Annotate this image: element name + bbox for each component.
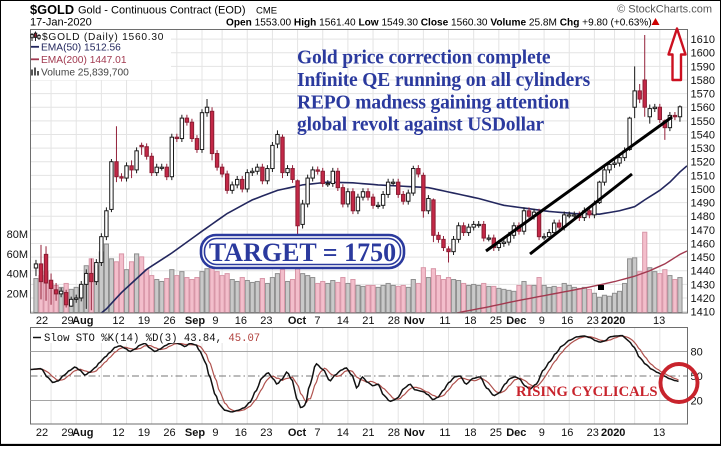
svg-text:TARGET = 1750: TARGET = 1750 <box>209 238 396 267</box>
svg-text:29: 29 <box>61 427 73 439</box>
svg-text:9: 9 <box>539 427 545 439</box>
svg-text:7: 7 <box>314 315 320 327</box>
svg-text:60M: 60M <box>7 249 28 261</box>
svg-text:1550: 1550 <box>691 116 715 128</box>
svg-text:14: 14 <box>337 315 349 327</box>
svg-text:1460: 1460 <box>691 238 715 250</box>
svg-text:40M: 40M <box>7 269 28 281</box>
svg-text:Open 1553.00 High 1561.40 Low: Open 1553.00 High 1561.40 Low 1549.30 Cl… <box>226 18 652 29</box>
svg-text:1490: 1490 <box>691 198 715 210</box>
svg-text:Oct: Oct <box>288 315 307 327</box>
svg-text:Aug: Aug <box>72 315 93 327</box>
svg-text:28: 28 <box>388 315 400 327</box>
svg-text:7: 7 <box>314 427 320 439</box>
svg-text:Dec: Dec <box>506 315 526 327</box>
svg-text:EMA(50) 1512.56: EMA(50) 1512.56 <box>41 43 121 54</box>
svg-text:1530: 1530 <box>691 143 715 155</box>
svg-text:19: 19 <box>138 315 150 327</box>
svg-text:80M: 80M <box>7 229 28 241</box>
svg-text:9: 9 <box>539 315 545 327</box>
svg-text:13: 13 <box>653 427 665 439</box>
svg-text:14: 14 <box>337 427 349 439</box>
svg-text:80: 80 <box>691 347 703 359</box>
svg-text:23: 23 <box>587 427 599 439</box>
svg-text:13: 13 <box>653 315 665 327</box>
svg-text:1440: 1440 <box>691 266 715 278</box>
svg-text:1500: 1500 <box>691 184 715 196</box>
svg-text:1480: 1480 <box>691 211 715 223</box>
svg-text:23: 23 <box>587 315 599 327</box>
svg-text:Nov: Nov <box>404 315 426 327</box>
svg-text:16: 16 <box>235 315 247 327</box>
svg-text:1430: 1430 <box>691 279 715 291</box>
svg-text:16: 16 <box>561 427 573 439</box>
svg-text:11: 11 <box>439 427 450 439</box>
svg-text:21: 21 <box>362 427 374 439</box>
svg-text:1510: 1510 <box>691 170 715 182</box>
svg-text:Gold price correction complete: Gold price correction complete <box>297 48 551 69</box>
svg-text:16: 16 <box>561 315 573 327</box>
svg-text:Gold - Continuous Contract (EO: Gold - Continuous Contract (EOD) <box>78 5 246 17</box>
svg-text:$GOLD: $GOLD <box>30 2 74 17</box>
svg-text:$GOLD (Daily) 1560.30: $GOLD (Daily) 1560.30 <box>42 32 164 43</box>
svg-text:25: 25 <box>490 427 502 439</box>
svg-text:12: 12 <box>112 315 124 327</box>
svg-text:26: 26 <box>163 315 175 327</box>
svg-text:Aug: Aug <box>72 427 93 439</box>
svg-text:Slow STO %K(14) %D(3) 43.84, 4: Slow STO %K(14) %D(3) 43.84, 45.07 <box>44 333 260 345</box>
svg-text:19: 19 <box>138 427 150 439</box>
svg-text:1410: 1410 <box>691 307 715 319</box>
svg-text:12: 12 <box>112 427 124 439</box>
svg-text:1600: 1600 <box>691 48 715 60</box>
svg-text:Volume 25,839,700: Volume 25,839,700 <box>41 68 129 79</box>
svg-text:9: 9 <box>212 427 218 439</box>
svg-text:Sep: Sep <box>185 315 205 327</box>
svg-text:CME: CME <box>256 6 277 17</box>
svg-text:1610: 1610 <box>691 34 715 46</box>
svg-text:28: 28 <box>388 427 400 439</box>
svg-text:Infinite QE running on all cyl: Infinite QE running on all cylinders <box>297 70 591 91</box>
svg-text:1520: 1520 <box>691 157 715 169</box>
svg-text:1470: 1470 <box>691 225 715 237</box>
svg-text:25: 25 <box>490 315 502 327</box>
svg-text:22: 22 <box>36 427 48 439</box>
svg-text:18: 18 <box>464 427 476 439</box>
svg-text:1580: 1580 <box>691 75 715 87</box>
svg-text:© StockCharts.com: © StockCharts.com <box>617 4 712 16</box>
svg-text:9: 9 <box>212 315 218 327</box>
svg-text:Oct: Oct <box>288 427 307 439</box>
svg-text:26: 26 <box>163 427 175 439</box>
svg-text:global revolt against USDollar: global revolt against USDollar <box>297 115 545 136</box>
svg-text:23: 23 <box>260 315 272 327</box>
svg-text:1540: 1540 <box>691 129 715 141</box>
svg-text:21: 21 <box>362 315 374 327</box>
svg-text:REPO madness gaining attention: REPO madness gaining attention <box>297 92 570 113</box>
svg-text:RISING CYCLICALS: RISING CYCLICALS <box>516 384 658 400</box>
svg-text:16: 16 <box>235 427 247 439</box>
svg-text:1560: 1560 <box>691 102 715 114</box>
svg-text:11: 11 <box>439 315 450 327</box>
svg-text:2020: 2020 <box>601 427 625 439</box>
svg-text:29: 29 <box>61 315 73 327</box>
svg-text:22: 22 <box>36 315 48 327</box>
svg-text:EMA(200) 1447.01: EMA(200) 1447.01 <box>41 55 127 66</box>
svg-text:20M: 20M <box>7 288 28 300</box>
svg-text:2020: 2020 <box>601 315 625 327</box>
svg-text:17-Jan-2020: 17-Jan-2020 <box>30 17 92 29</box>
svg-text:20: 20 <box>691 396 703 408</box>
svg-text:1420: 1420 <box>691 293 715 305</box>
svg-text:Nov: Nov <box>404 427 426 439</box>
svg-text:Sep: Sep <box>185 427 205 439</box>
svg-text:1590: 1590 <box>691 61 715 73</box>
svg-text:18: 18 <box>464 315 476 327</box>
svg-text:1450: 1450 <box>691 252 715 264</box>
svg-text:1570: 1570 <box>691 89 715 101</box>
svg-text:Dec: Dec <box>506 427 526 439</box>
svg-text:23: 23 <box>260 427 272 439</box>
